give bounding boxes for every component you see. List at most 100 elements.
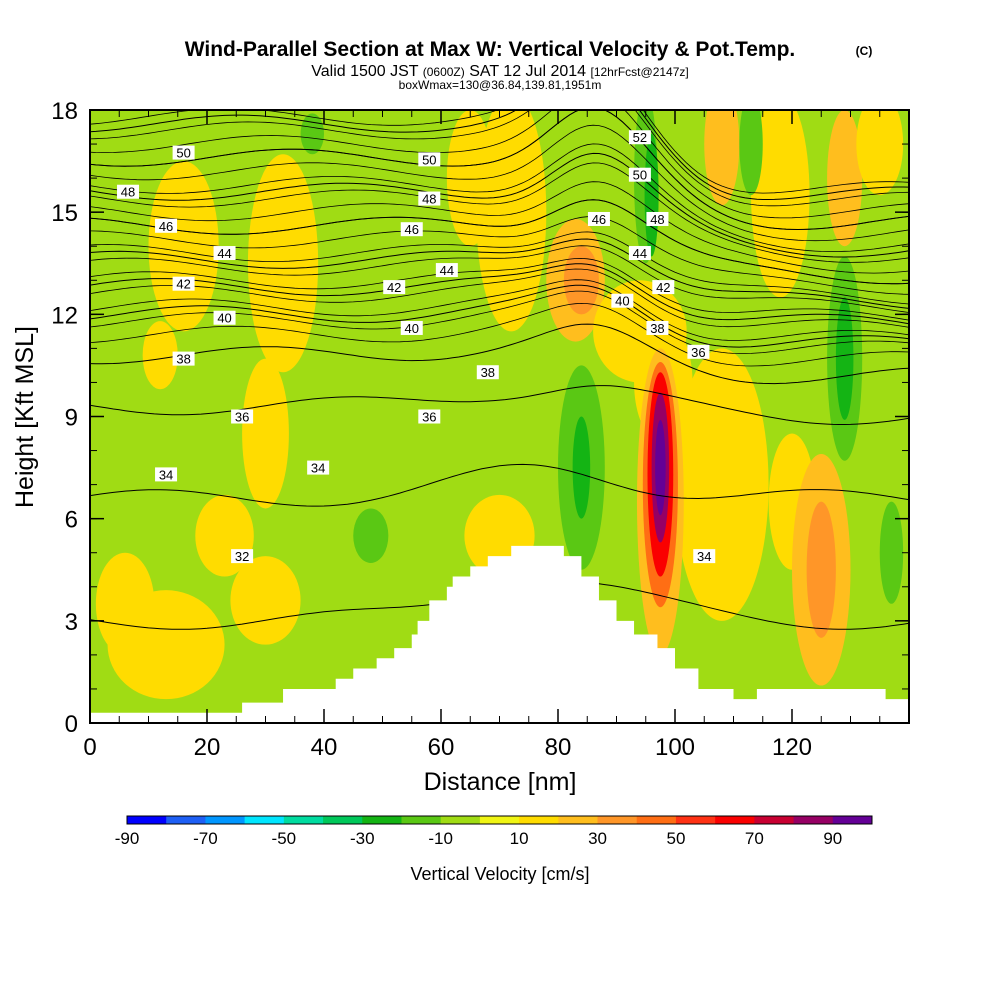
velocity-cell — [806, 501, 836, 638]
isentrope-label: 42 — [172, 276, 195, 292]
isentrope-label-text: 44 — [440, 263, 454, 278]
isentrope-label: 44 — [628, 246, 651, 261]
isentrope-label-bg — [418, 152, 441, 167]
subtitle-fcst: [12hrFcst@2147z] — [591, 65, 689, 79]
isentrope-label-bg — [628, 167, 651, 182]
terrain — [90, 545, 909, 723]
velocity-cell — [827, 110, 863, 247]
isentrope-34 — [90, 463, 909, 507]
velocity-cell — [563, 246, 599, 315]
isentrope-label-text: 50 — [422, 152, 436, 167]
colorbar-tick-label: -10 — [428, 829, 453, 848]
velocity-cell — [230, 556, 301, 645]
isentrope-label-bg — [611, 293, 634, 308]
isentrope-minor — [90, 257, 909, 321]
isentrope-label-text: 44 — [217, 246, 231, 261]
colorbar-swatch — [715, 816, 755, 824]
isentrope-label: 46 — [587, 211, 610, 227]
isentrope-label-text: 32 — [235, 549, 249, 564]
colorbar-swatch — [558, 816, 599, 824]
isentrope-label-bg — [652, 280, 675, 295]
colorbar-tick-label: 70 — [745, 829, 764, 848]
isentrope-label: 40 — [611, 293, 634, 309]
isentrope-minor — [90, 279, 909, 341]
isentrope-label: 50 — [418, 152, 441, 167]
colorbar: -90 -70 -50 -30 -10 10 30 50 70 90 — [115, 815, 873, 848]
velocity-cell — [242, 358, 289, 509]
isentrope-label: 46 — [400, 222, 423, 237]
isentrope-label-text: 38 — [176, 352, 190, 367]
isentrope-minor — [90, 199, 909, 285]
isentrope-label-bg — [687, 344, 710, 359]
colorbar-swatch — [832, 816, 873, 824]
isentrope-label: 48 — [418, 191, 441, 207]
chart-title: Wind-Parallel Section at Max W: Vertical… — [185, 38, 796, 61]
isentrope-label: 36 — [231, 409, 254, 425]
isentrope-label-bg — [155, 467, 178, 482]
isentrope-label-text: 38 — [650, 321, 664, 336]
velocity-cell — [476, 110, 547, 332]
isentrope-label-bg — [172, 145, 195, 160]
x-tick-label: 20 — [194, 734, 221, 761]
colorbar-swatch — [793, 816, 834, 824]
isentrope-label: 50 — [172, 145, 195, 161]
isentrope-label-bg — [646, 211, 669, 226]
velocity-cell — [142, 321, 178, 390]
isentrope-label-text: 34 — [311, 461, 325, 476]
isentrope-label: 38 — [646, 320, 669, 336]
isentrope-label-text: 48 — [422, 192, 436, 207]
colorbar-swatch — [675, 816, 716, 824]
isentrope-label: 48 — [117, 184, 140, 200]
isentrope-label-text: 44 — [633, 246, 647, 261]
isentrope-label-bg — [383, 280, 406, 295]
isentrope-label-bg — [231, 549, 254, 564]
y-tick-label: 0 — [65, 711, 78, 738]
isentrope-label-bg — [435, 263, 458, 278]
isentrope-label-bg — [587, 211, 610, 226]
isentrope-48 — [90, 152, 909, 258]
velocity-cell — [739, 110, 763, 196]
colorbar-swatch — [166, 816, 206, 824]
isentrope-label-text: 42 — [656, 280, 670, 295]
colorbar-tick-label: 90 — [823, 829, 842, 848]
isentrope-label-bg — [418, 409, 441, 424]
isentrope-label: 42 — [652, 280, 675, 295]
isentrope-label-bg — [172, 276, 195, 291]
isentrope-label-text: 42 — [176, 277, 190, 292]
chart-subtitle: Valid 1500 JST (0600Z) SAT 12 Jul 2014 [… — [311, 63, 688, 80]
colorbar-swatch — [283, 816, 324, 824]
y-tick-label: 6 — [65, 507, 78, 534]
y-axis-label: Height [Kft MSL] — [11, 326, 39, 508]
colorbar-tick-label: -30 — [350, 829, 375, 848]
colorbar-swatch — [479, 816, 520, 824]
y-tick-label: 9 — [65, 405, 78, 432]
subtitle-date: SAT 12 Jul 2014 — [469, 63, 586, 80]
isentrope-36 — [90, 385, 909, 425]
isentrope-minor — [90, 302, 909, 367]
velocity-cell — [655, 419, 666, 516]
colorbar-swatch — [519, 816, 559, 824]
x-axis-label: Distance [nm] — [424, 768, 577, 796]
isentrope-label: 34 — [155, 467, 178, 482]
isentrope-label-bg — [307, 460, 330, 475]
colorbar-swatch — [401, 816, 442, 824]
isentrope-label: 48 — [646, 211, 669, 227]
isentrope-label-bg — [476, 365, 499, 380]
isentrope-label-text: 36 — [422, 410, 436, 425]
y-tick-label: 3 — [65, 609, 78, 636]
isentrope-label-bg — [628, 246, 651, 261]
isentrope-minor — [90, 124, 909, 242]
isentrope-38 — [90, 323, 909, 385]
x-tick-label: 60 — [428, 734, 455, 761]
colorbar-swatch — [362, 816, 402, 824]
colorbar-swatch — [440, 816, 481, 824]
isentrope-label-text: 46 — [592, 212, 606, 227]
isentrope-52 — [90, 110, 909, 200]
velocity-cell — [572, 416, 591, 519]
isentrope-label-text: 36 — [235, 410, 249, 425]
y-tick-label: 18 — [51, 98, 78, 125]
isentrope-label: 34 — [693, 549, 716, 564]
